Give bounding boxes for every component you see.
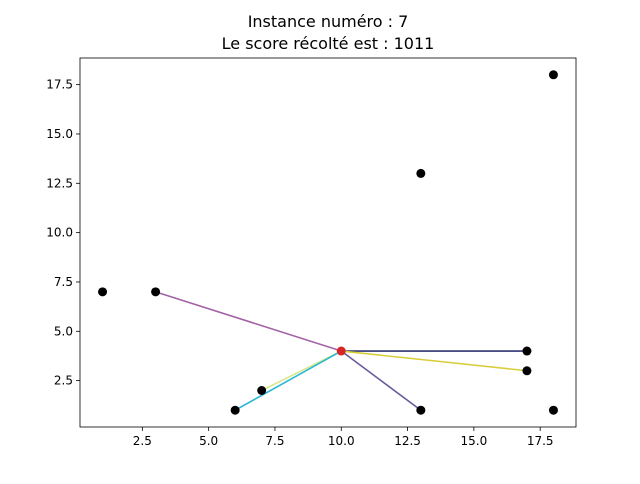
customer-point — [522, 346, 532, 356]
customer-point — [98, 287, 108, 297]
plot-area: 2.5 5.0 7.5 10.0 12.5 15.0 17.5 2.5 5.0 7.5 10.0 12… — [46, 57, 577, 448]
route-line — [234, 350, 342, 411]
x-tick-label: 2.5 — [133, 434, 152, 448]
customer-point — [416, 168, 426, 178]
depot-point — [336, 346, 346, 356]
customer-point — [522, 366, 532, 376]
axes-frame — [79, 57, 577, 428]
x-tick-label: 17.5 — [527, 434, 554, 448]
x-tick-label: 7.5 — [265, 434, 284, 448]
route-line — [340, 350, 422, 411]
customer-point — [230, 405, 240, 415]
x-tick-label: 15.0 — [461, 434, 488, 448]
x-tick-label: 10.0 — [328, 434, 355, 448]
y-tick-label: 5.0 — [54, 324, 73, 338]
y-tick-label: 2.5 — [54, 374, 73, 388]
customer-point — [257, 385, 267, 395]
customer-point — [151, 287, 161, 297]
x-tick-label: 12.5 — [394, 434, 421, 448]
y-tick-label: 10.0 — [46, 226, 73, 240]
customer-point — [548, 70, 558, 80]
y-tick-label: 15.0 — [46, 127, 73, 141]
route-line — [155, 291, 342, 352]
y-tick-label: 12.5 — [46, 176, 73, 190]
y-tick-label: 17.5 — [46, 78, 73, 92]
customer-point — [548, 405, 558, 415]
customer-point — [416, 405, 426, 415]
chart-title-line-1: Instance numéro : 7 — [248, 12, 409, 31]
route-line — [341, 350, 528, 372]
x-tick-label: 5.0 — [199, 434, 218, 448]
chart-title-line-2: Le score récolté est : 1011 — [222, 34, 435, 53]
y-tick-label: 7.5 — [54, 275, 73, 289]
